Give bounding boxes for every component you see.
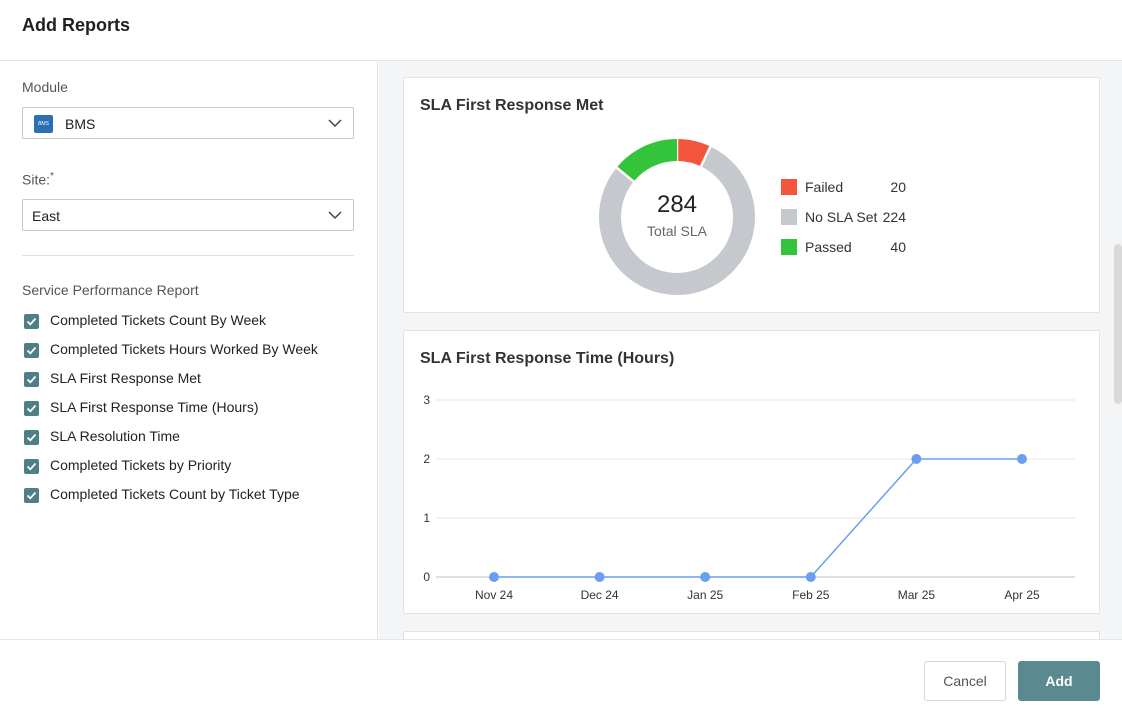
bms-module-icon: BMS xyxy=(34,115,53,133)
donut-slice-passed[interactable] xyxy=(616,139,678,182)
dialog-header: Add Reports xyxy=(0,0,1122,61)
x-tick-label: Nov 24 xyxy=(475,588,513,602)
donut-total-label: Total SLA xyxy=(647,223,708,239)
donut-slice-separator xyxy=(699,145,712,167)
sla-first-response-met-card: SLA First Response Met 284 Total SLA Fai… xyxy=(403,77,1100,313)
donut-slice-failed[interactable] xyxy=(676,139,711,167)
x-tick-label: Apr 25 xyxy=(1004,588,1040,602)
x-tick-label: Feb 25 xyxy=(792,588,830,602)
module-label: Module xyxy=(22,79,68,95)
report-option-label: Completed Tickets by Priority xyxy=(50,457,232,473)
site-label: Site:* xyxy=(22,171,54,188)
site-select[interactable]: East xyxy=(22,199,354,231)
sla-response-time-line-chart: 0 1 2 3 Nov 24 Dec 24 Jan 25 Feb 25 Mar 25 Apr 25 xyxy=(423,393,1075,602)
report-option[interactable]: SLA First Response Time (Hours) xyxy=(24,399,318,428)
checkbox-checked[interactable] xyxy=(24,488,39,503)
report-option-label: Completed Tickets Hours Worked By Week xyxy=(50,341,318,357)
report-option-label: SLA First Response Met xyxy=(50,370,201,386)
checkbox-checked[interactable] xyxy=(24,372,39,387)
add-button[interactable]: Add xyxy=(1018,661,1100,701)
cancel-button[interactable]: Cancel xyxy=(924,661,1006,701)
checkbox-checked[interactable] xyxy=(24,401,39,416)
report-option-label: Completed Tickets Count By Week xyxy=(50,312,267,328)
report-option[interactable]: Completed Tickets by Priority xyxy=(24,457,318,486)
module-select-value: BMS xyxy=(65,116,96,132)
report-preview-panel[interactable]: SLA First Response Met 284 Total SLA Fai… xyxy=(379,61,1122,639)
data-point[interactable] xyxy=(1017,454,1027,464)
donut-slice-separator xyxy=(615,166,635,183)
x-tick-label: Dec 24 xyxy=(581,588,619,602)
report-option[interactable]: SLA First Response Met xyxy=(24,370,318,399)
legend-label: No SLA Set xyxy=(805,209,877,225)
card-title: SLA First Response Time (Hours) xyxy=(420,350,675,367)
x-tick-label: Jan 25 xyxy=(687,588,723,602)
donut-total-value: 284 xyxy=(657,191,697,218)
module-select[interactable]: BMS BMS xyxy=(22,107,354,139)
sla-first-response-time-card: SLA First Response Time (Hours) 0 1 2 3 Nov … xyxy=(403,330,1100,614)
dialog-title: Add Reports xyxy=(22,15,130,35)
legend-swatch xyxy=(781,179,797,195)
chevron-down-icon xyxy=(328,119,342,128)
report-option-label: SLA First Response Time (Hours) xyxy=(50,399,259,415)
legend-value: 20 xyxy=(890,179,906,195)
report-checkbox-list: Completed Tickets Count By Week Complete… xyxy=(24,312,318,515)
report-option-label: Completed Tickets Count by Ticket Type xyxy=(50,486,300,502)
divider xyxy=(22,255,354,256)
scrollbar-thumb[interactable] xyxy=(1114,244,1122,404)
legend-label: Passed xyxy=(805,239,852,255)
data-point[interactable] xyxy=(489,572,499,582)
y-tick-label: 2 xyxy=(423,452,430,466)
card-title: SLA First Response Met xyxy=(420,97,604,114)
x-tick-label: Mar 25 xyxy=(898,588,936,602)
legend-value: 40 xyxy=(890,239,906,255)
data-point[interactable] xyxy=(700,572,711,582)
checkbox-checked[interactable] xyxy=(24,430,39,445)
report-option[interactable]: Completed Tickets Count by Ticket Type xyxy=(24,486,318,515)
legend-swatch xyxy=(781,209,797,225)
sla-donut-chart: 284 Total SLA Failed 20 No SLA Set 224 Passe… xyxy=(599,139,907,295)
report-option[interactable]: Completed Tickets Hours Worked By Week xyxy=(24,341,318,370)
report-settings-panel: Module BMS BMS Site:* East Service Perfo… xyxy=(0,61,378,639)
report-section-title: Service Performance Report xyxy=(22,282,199,298)
report-option-label: SLA Resolution Time xyxy=(50,428,180,444)
next-report-card xyxy=(403,631,1100,639)
series-line xyxy=(494,458,1022,578)
report-option[interactable]: SLA Resolution Time xyxy=(24,428,318,457)
data-point[interactable] xyxy=(911,454,922,464)
data-point[interactable] xyxy=(594,572,605,582)
legend-swatch xyxy=(781,239,797,255)
checkbox-checked[interactable] xyxy=(24,459,39,474)
required-marker: * xyxy=(50,171,54,182)
legend-value: 224 xyxy=(883,209,907,225)
checkbox-checked[interactable] xyxy=(24,343,39,358)
data-point[interactable] xyxy=(805,572,816,582)
site-select-value: East xyxy=(32,208,61,224)
donut-slice-no-sla-set[interactable] xyxy=(599,146,755,295)
y-tick-label: 1 xyxy=(423,511,430,525)
report-option[interactable]: Completed Tickets Count By Week xyxy=(24,312,318,341)
dialog-footer: Cancel Add xyxy=(0,639,1122,713)
y-tick-label: 3 xyxy=(423,393,430,407)
y-tick-label: 0 xyxy=(423,570,430,584)
legend-label: Failed xyxy=(805,179,843,195)
checkbox-checked[interactable] xyxy=(24,314,39,329)
chevron-down-icon xyxy=(328,211,342,220)
